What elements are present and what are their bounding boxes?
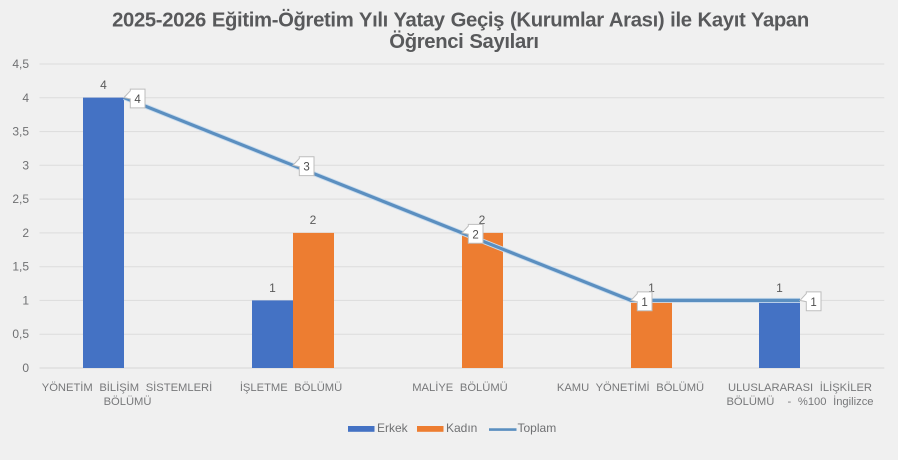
svg-text:2: 2	[472, 229, 478, 241]
svg-text:1: 1	[810, 297, 816, 309]
svg-text:1: 1	[269, 281, 276, 295]
svg-text:1: 1	[648, 281, 655, 295]
svg-text:0: 0	[22, 361, 29, 375]
svg-text:2,5: 2,5	[12, 192, 29, 206]
svg-text:1: 1	[641, 297, 647, 309]
svg-text:Kadın: Kadın	[446, 421, 477, 435]
svg-text:BÖLÜMÜ - %100 İngilizce: BÖLÜMÜ - %100 İngilizce	[726, 395, 873, 408]
svg-text:4: 4	[22, 91, 29, 105]
svg-text:3,5: 3,5	[12, 125, 29, 139]
svg-text:ULUSLARARASI İLİŞKİLER: ULUSLARARASI İLİŞKİLER	[728, 381, 872, 394]
svg-text:4,5: 4,5	[12, 57, 29, 71]
svg-text:3: 3	[22, 158, 29, 172]
svg-text:İŞLETME BÖLÜMÜ: İŞLETME BÖLÜMÜ	[240, 381, 342, 394]
svg-text:2: 2	[22, 226, 29, 240]
svg-text:Toplam: Toplam	[518, 421, 557, 435]
svg-text:2025-2026 Eğitim-Öğretim Yılı: 2025-2026 Eğitim-Öğretim Yılı Yatay Geçi…	[112, 9, 809, 32]
svg-text:Erkek: Erkek	[377, 421, 409, 435]
svg-text:1,5: 1,5	[12, 260, 29, 274]
svg-text:1: 1	[22, 293, 29, 307]
svg-text:Öğrenci Sayıları: Öğrenci Sayıları	[389, 30, 538, 53]
svg-text:0,5: 0,5	[12, 327, 29, 341]
svg-text:4: 4	[100, 78, 107, 92]
svg-text:3: 3	[303, 162, 309, 174]
svg-text:1: 1	[776, 281, 783, 295]
svg-text:BÖLÜMÜ: BÖLÜMÜ	[104, 396, 152, 408]
svg-text:2: 2	[310, 213, 317, 227]
svg-text:4: 4	[134, 94, 141, 106]
svg-text:MALİYE BÖLÜMÜ: MALİYE BÖLÜMÜ	[412, 381, 508, 394]
svg-text:KAMU YÖNETİMİ BÖLÜMÜ: KAMU YÖNETİMİ BÖLÜMÜ	[557, 381, 704, 394]
svg-text:YÖNETİM BİLİŞİM SİSTEMLERİ: YÖNETİM BİLİŞİM SİSTEMLERİ	[42, 381, 213, 394]
svg-text:2: 2	[479, 213, 486, 227]
